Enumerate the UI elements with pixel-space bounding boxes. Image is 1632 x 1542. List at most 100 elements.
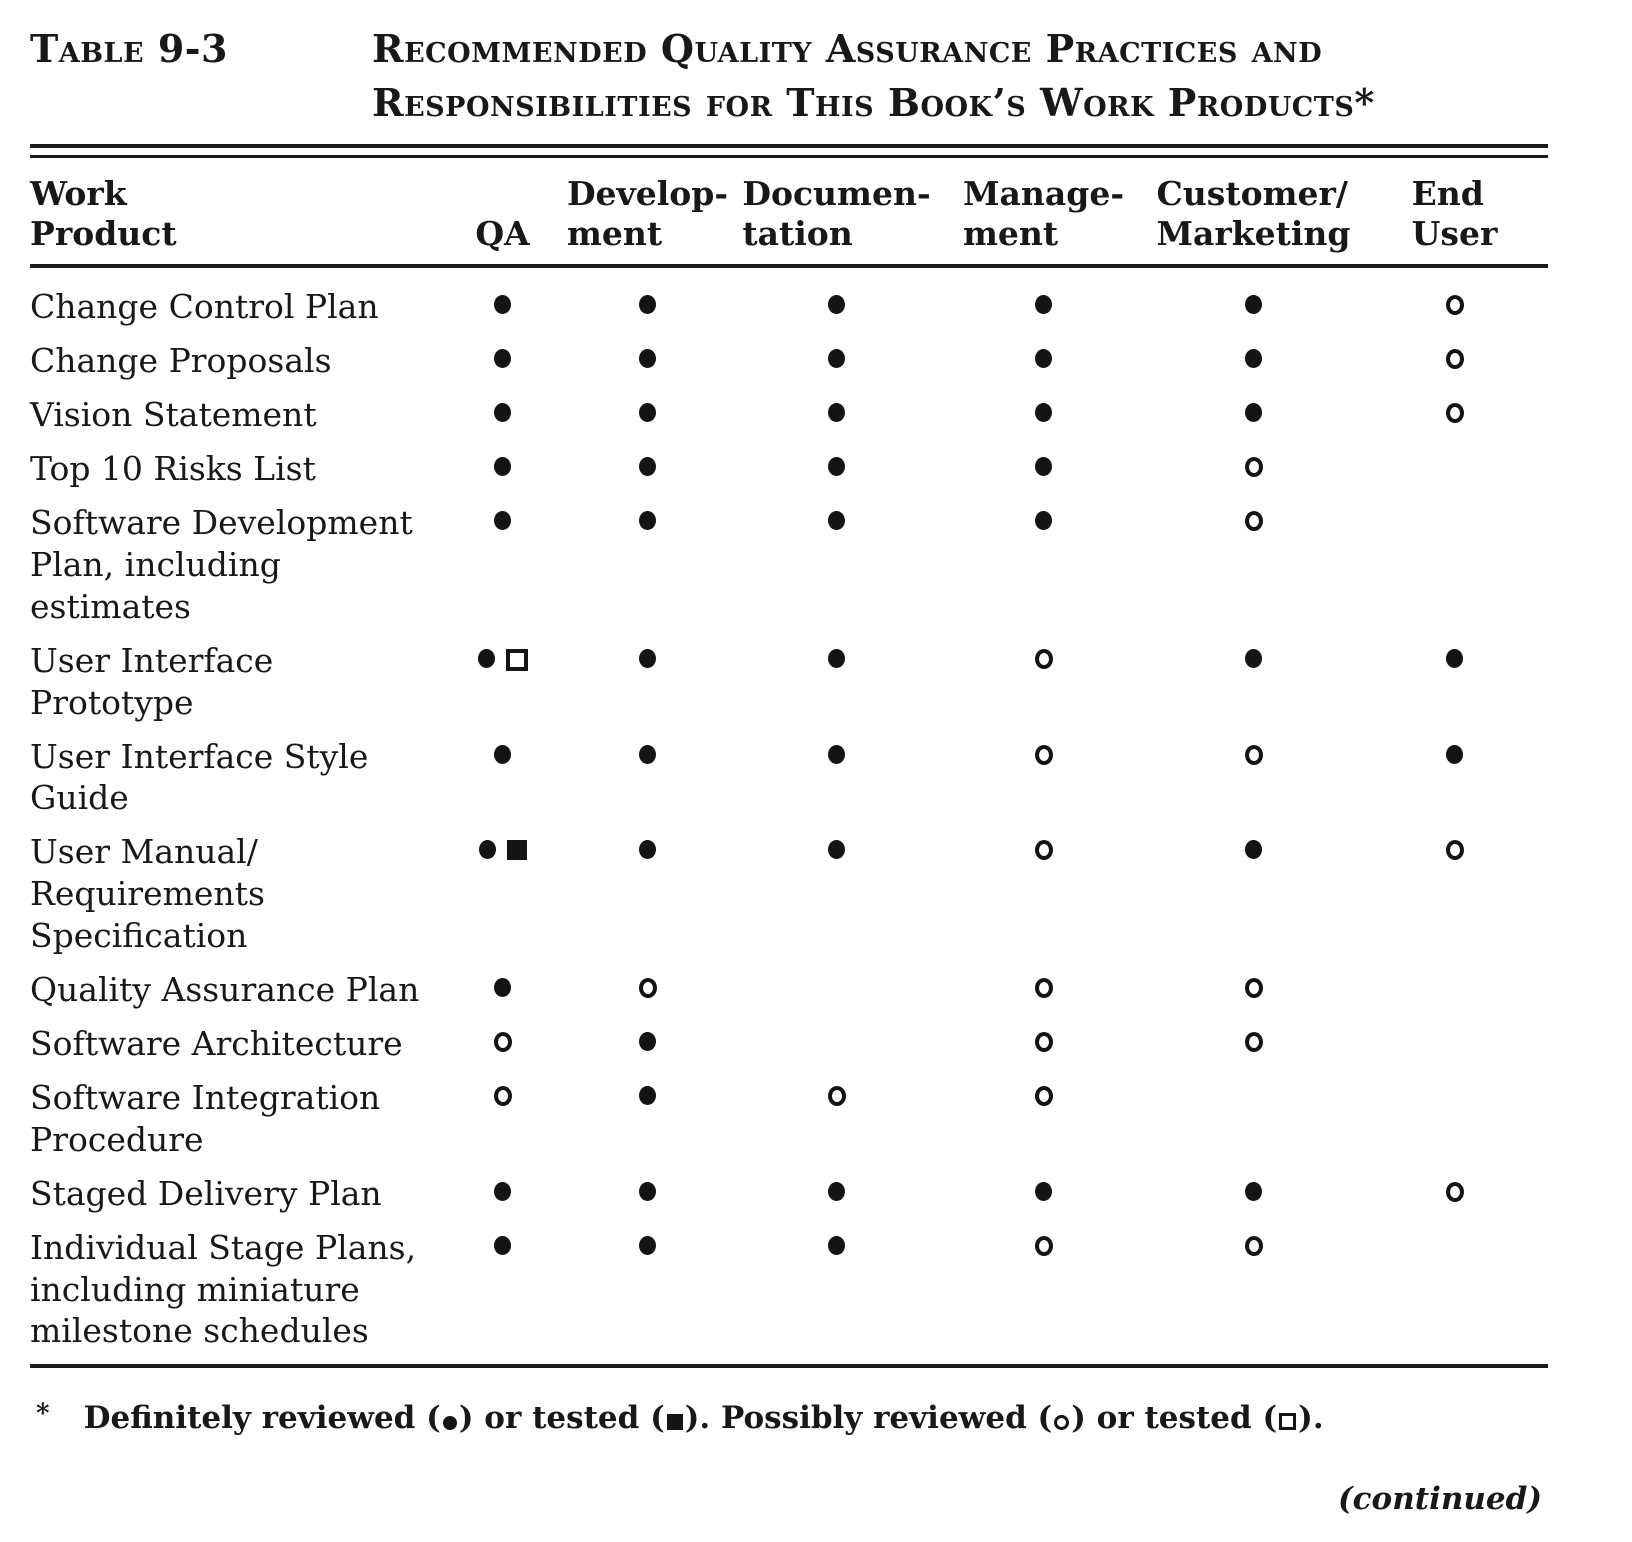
symbol-cell xyxy=(1361,640,1548,724)
work-product-cell: Software Integration Procedure xyxy=(30,1077,442,1161)
symbol-cell xyxy=(1146,640,1361,724)
column-header-text: Customer/Marketing xyxy=(1156,174,1350,255)
filled-circle-icon xyxy=(639,457,656,477)
symbol-cell xyxy=(563,969,732,1011)
filled-circle-icon xyxy=(1035,1181,1052,1201)
filled-circle-icon xyxy=(828,744,845,764)
filled-square-icon xyxy=(666,1414,683,1431)
symbol-cell xyxy=(1146,502,1361,628)
filled-circle-icon xyxy=(639,511,656,531)
symbol-cell xyxy=(732,1023,941,1065)
column-header-text: Documen-tation xyxy=(742,174,930,255)
filled-circle-icon xyxy=(828,349,845,369)
symbol-cell xyxy=(563,286,732,328)
open-circle-icon xyxy=(1445,1181,1464,1202)
open-circle-icon xyxy=(827,1085,846,1106)
work-product-line: Change Proposals xyxy=(30,341,332,381)
symbol-cell xyxy=(732,736,941,820)
symbol-cell xyxy=(1361,736,1548,820)
header-separator-rule xyxy=(30,264,1548,269)
filled-circle-icon xyxy=(639,295,656,315)
symbol-cell xyxy=(1146,736,1361,820)
symbol-cell xyxy=(1146,1227,1361,1353)
column-header-qa: QA xyxy=(442,174,563,255)
filled-circle-icon xyxy=(1035,349,1052,369)
header-line: Product xyxy=(30,214,177,254)
work-product-line: Software Integration xyxy=(30,1077,381,1117)
column-header-documentation: Documen-tation xyxy=(732,174,941,255)
open-circle-icon xyxy=(1034,840,1053,861)
footnote-text: ). xyxy=(1298,1400,1324,1437)
filled-circle-icon xyxy=(494,978,511,998)
symbol-cell xyxy=(563,1023,732,1065)
header-line: Documen- xyxy=(742,173,931,213)
symbol-cell xyxy=(1146,1173,1361,1215)
symbol-cell xyxy=(941,1077,1146,1161)
work-product-cell: User Manual/Requirements Specification xyxy=(30,831,442,957)
table-row: User Interface Prototype xyxy=(30,640,1548,724)
open-circle-icon xyxy=(1244,457,1263,478)
column-header-text: Work Product xyxy=(30,174,177,255)
table-header: Work Product QA Develop-ment Documen-tation M… xyxy=(30,158,1548,265)
open-circle-icon xyxy=(1445,840,1464,861)
work-product-line: Prototype xyxy=(30,682,194,722)
bottom-rule xyxy=(30,1364,1548,1369)
filled-circle-icon xyxy=(1245,1181,1262,1201)
work-product-cell: Change Proposals xyxy=(30,340,442,382)
work-product-line: Specification xyxy=(30,916,248,956)
column-header-work-product: Work Product xyxy=(30,174,442,255)
symbol-cell xyxy=(732,502,941,628)
open-circle-icon xyxy=(1034,744,1053,765)
symbol-cell xyxy=(941,1023,1146,1065)
symbol-cell xyxy=(442,831,563,957)
open-square-icon xyxy=(505,648,528,671)
symbol-cell xyxy=(1146,340,1361,382)
work-product-line: User Manual/ xyxy=(30,832,258,872)
work-product-line: Guide xyxy=(30,778,129,818)
open-square-icon xyxy=(1279,1413,1297,1431)
symbol-cell xyxy=(442,969,563,1011)
filled-circle-icon xyxy=(478,840,496,860)
filled-circle-icon xyxy=(494,403,511,423)
symbol-cell xyxy=(1146,394,1361,436)
footnote-legend: Definitely reviewed () or tested (). Pos… xyxy=(84,1398,1324,1438)
open-circle-icon xyxy=(1034,648,1053,669)
footnote-asterisk: * xyxy=(36,1399,50,1430)
symbol-cell xyxy=(563,831,732,957)
open-circle-icon xyxy=(1244,744,1263,765)
work-product-cell: Staged Delivery Plan xyxy=(30,1173,442,1215)
header-line: Manage- xyxy=(962,173,1125,213)
symbol-cell xyxy=(732,340,941,382)
work-product-line: Quality Assurance Plan xyxy=(30,970,420,1010)
symbol-cell xyxy=(1361,286,1548,328)
work-product-cell: Quality Assurance Plan xyxy=(30,969,442,1011)
work-product-cell: User Interface Style Guide xyxy=(30,736,442,820)
symbol-cell xyxy=(732,1173,941,1215)
work-product-line: milestone schedules xyxy=(30,1311,369,1351)
open-circle-icon xyxy=(1034,1085,1053,1106)
footnote-text: ) or tested ( xyxy=(458,1400,665,1437)
symbol-cell xyxy=(941,286,1146,328)
filled-circle-icon xyxy=(477,648,495,668)
symbol-cell xyxy=(442,394,563,436)
filled-circle-icon xyxy=(494,744,511,764)
symbol-cell xyxy=(563,1227,732,1353)
filled-circle-icon xyxy=(639,349,656,369)
header-line: ment xyxy=(566,214,663,254)
open-circle-icon xyxy=(1054,1415,1070,1431)
footnote-text: Definitely reviewed ( xyxy=(83,1400,441,1437)
column-header-text: End User xyxy=(1412,174,1498,255)
continued-label: (continued) xyxy=(1338,1480,1542,1517)
table-caption: Table 9-3 Recommended Quality Assurance … xyxy=(30,22,1548,130)
table-row: Software Architecture xyxy=(30,1023,1548,1065)
table-title-line1: Recommended Quality Assurance Practices … xyxy=(372,26,1323,71)
open-circle-icon xyxy=(493,1085,512,1106)
work-product-cell: Software Development Plan, including estim… xyxy=(30,502,442,628)
work-product-line: Top 10 Risks List xyxy=(30,449,316,489)
work-product-line: Change Control Plan xyxy=(30,287,379,327)
symbol-cell xyxy=(1361,394,1548,436)
work-product-line: Plan, including xyxy=(30,544,281,584)
header-line: User xyxy=(1411,214,1498,254)
symbol-cell xyxy=(732,1077,941,1161)
